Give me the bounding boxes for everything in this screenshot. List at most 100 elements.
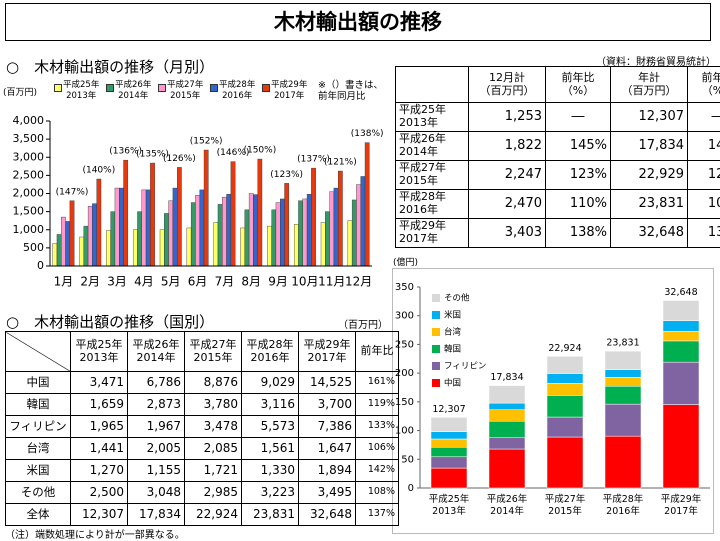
- table-cell: 7,386: [299, 416, 356, 438]
- column-header: 前年比: [356, 332, 399, 372]
- table-cell: 1,822: [469, 132, 546, 161]
- table-cell: 9,029: [242, 372, 299, 394]
- table-cell: 6,786: [128, 372, 185, 394]
- table-cell: 3,495: [299, 482, 356, 504]
- table-cell: 22,924: [185, 504, 242, 526]
- bar: [92, 204, 96, 266]
- bar: [61, 217, 65, 266]
- bar: [66, 221, 70, 266]
- legend-swatch: [210, 84, 218, 92]
- y-tick-label: 0: [37, 259, 44, 272]
- column-header: 平成27年 2015年: [185, 332, 242, 372]
- legend-label: 米国: [444, 310, 461, 321]
- row-header: 平成27年 2015年: [396, 161, 469, 190]
- bar-segment: [605, 386, 641, 404]
- table-cell: 2,247: [469, 161, 546, 190]
- table-cell: 17,834: [611, 132, 688, 161]
- bar-segment: [663, 405, 699, 488]
- x-tick-label: 6月: [188, 275, 208, 289]
- bar: [142, 190, 146, 266]
- bar: [325, 212, 329, 266]
- table-row: 12月計 （百万円）前年比 （%）年計 （百万円）前年比 （%）: [396, 67, 720, 103]
- column-header: 年計 （百万円）: [611, 67, 688, 103]
- table-cell: 22,929: [611, 161, 688, 190]
- bar: [348, 221, 352, 266]
- column-header: 平成29年 2017年: [299, 332, 356, 372]
- table-cell: 104%: [688, 190, 720, 219]
- bar-segment: [605, 351, 641, 370]
- y-tick-label: 300: [395, 311, 414, 322]
- corner-cell: [396, 67, 469, 103]
- bar: [245, 210, 249, 266]
- bar-segment: [663, 331, 699, 340]
- table-cell: 145%: [688, 132, 720, 161]
- legend-label: 平成27年 2015年: [167, 80, 203, 101]
- bar-segment: [431, 417, 467, 431]
- bar: [321, 223, 325, 267]
- table-cell: 1,647: [299, 438, 356, 460]
- bar: [133, 230, 137, 266]
- table-cell: 17,834: [128, 504, 185, 526]
- bar: [169, 201, 173, 266]
- bar-segment: [605, 370, 641, 378]
- section-title: ○ 木材輸出額の推移（国別）: [6, 311, 214, 332]
- table-cell: ―: [688, 103, 720, 132]
- table-cell: 1,659: [71, 394, 128, 416]
- bar: [227, 194, 231, 266]
- bar: [195, 195, 199, 266]
- table-cell: 1,155: [128, 460, 185, 482]
- legend-label: 平成25年 2013年: [63, 80, 99, 101]
- total-label: 23,831: [606, 338, 639, 349]
- column-header: 平成26年 2014年: [128, 332, 185, 372]
- table-cell: 3,700: [299, 394, 356, 416]
- bar: [285, 183, 289, 266]
- legend-swatch: [54, 84, 62, 92]
- y-tick-label: 2,500: [13, 168, 45, 181]
- table-cell: 129%: [688, 161, 720, 190]
- row-header: 平成28年 2016年: [396, 190, 469, 219]
- row-header: 米国: [6, 460, 71, 482]
- table-cell: 145%: [546, 132, 611, 161]
- row-header: 平成26年 2014年: [396, 132, 469, 161]
- bar: [294, 224, 298, 266]
- table-cell: 1,270: [71, 460, 128, 482]
- ratio-label: (140%): [82, 166, 115, 176]
- bar: [115, 188, 119, 266]
- ratio-label: (123%): [270, 170, 303, 180]
- column-header: 平成28年 2016年: [242, 332, 299, 372]
- table-cell: 3,471: [71, 372, 128, 394]
- ratio-label: (138%): [351, 129, 384, 139]
- bar-segment: [547, 383, 583, 395]
- legend-label: 平成26年 2014年: [115, 80, 151, 101]
- axis-label: (百万円): [3, 85, 37, 98]
- bar: [70, 201, 74, 266]
- bar-segment: [547, 356, 583, 373]
- ratio-label: (152%): [190, 137, 223, 147]
- bar: [146, 190, 150, 266]
- bar: [191, 203, 195, 266]
- annotation: ※（）書きは、 前年同月比: [318, 80, 383, 103]
- total-label: 12,307: [432, 404, 465, 415]
- x-tick-label: 5月: [161, 275, 181, 289]
- bar: [330, 192, 334, 266]
- y-tick-label: 3,500: [13, 132, 45, 145]
- legend-label: その他: [444, 293, 470, 304]
- table-cell: 2,873: [128, 394, 185, 416]
- y-tick-label: 2,000: [13, 187, 45, 200]
- legend-swatch: [432, 379, 440, 387]
- bar: [253, 195, 257, 266]
- table-cell: 110%: [546, 190, 611, 219]
- ratio-label: (126%): [163, 154, 196, 164]
- legend-swatch: [432, 328, 440, 336]
- bar: [80, 237, 84, 266]
- table-cell: 161%: [356, 372, 399, 394]
- bar: [57, 234, 61, 266]
- x-tick-label: 2月: [80, 275, 100, 289]
- bar: [164, 213, 168, 266]
